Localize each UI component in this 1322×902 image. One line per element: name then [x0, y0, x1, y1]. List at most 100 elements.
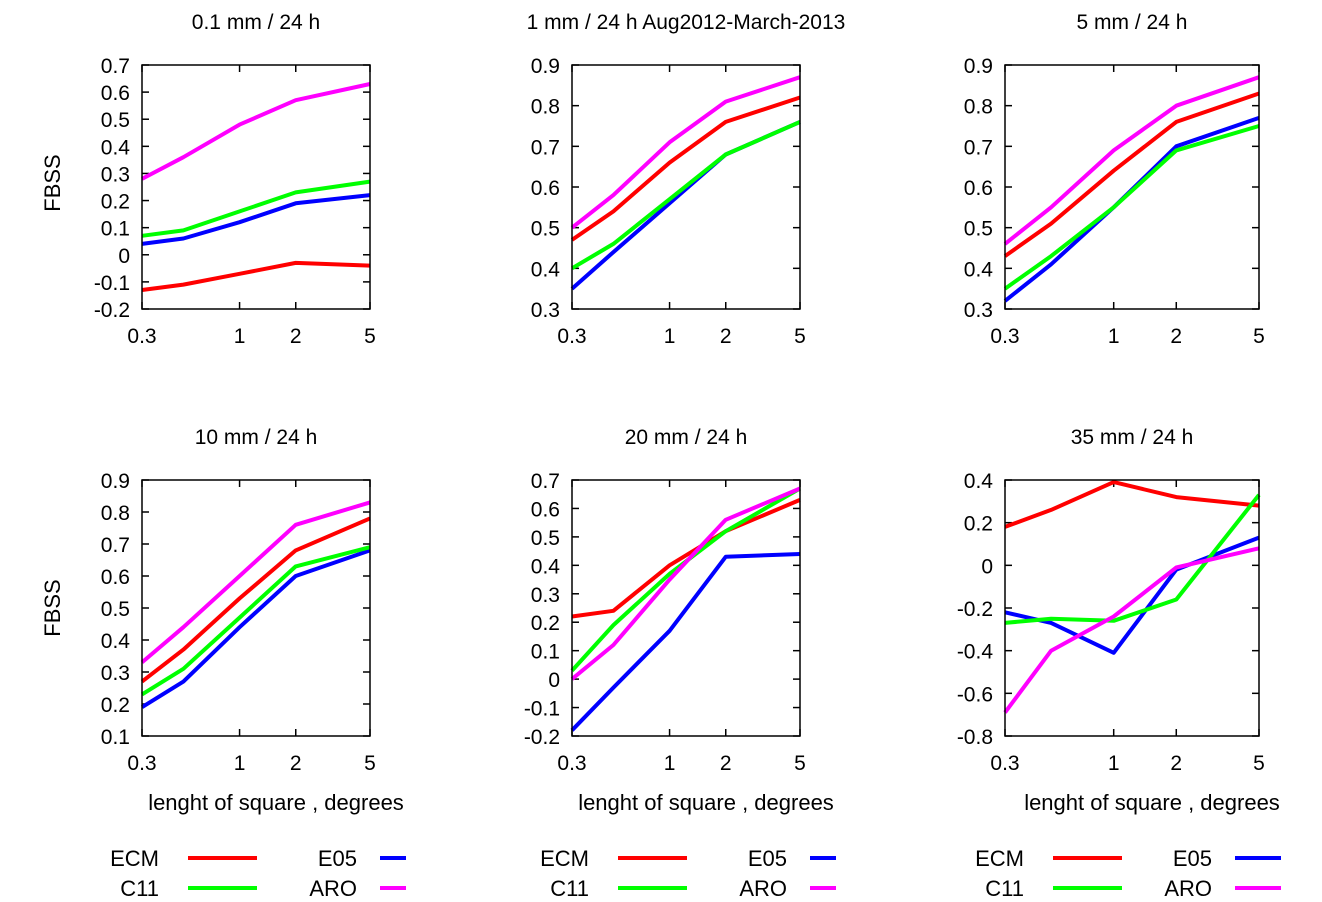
- series-line-aro: [1003, 546, 1260, 714]
- legend-label-aro: ARO: [1164, 876, 1212, 901]
- y-tick-label: 0.5: [101, 598, 130, 621]
- y-tick-label: 0.7: [531, 470, 560, 493]
- y-tick-label: 0: [118, 245, 130, 268]
- legend-label-ecm: ECM: [540, 846, 589, 871]
- chart-title: 1 mm / 24 h Aug2012-March-2013: [527, 11, 846, 34]
- y-tick-label: 0.5: [531, 527, 560, 550]
- chart-panel: 20 mm / 24 h -0.2 -0.1 0 0.1 0.2 0.3 0.4 0.5 0.6 0…: [524, 426, 834, 815]
- y-tick-label: 0.5: [531, 218, 560, 241]
- x-tick-label: 5: [794, 752, 806, 775]
- x-tick-label: 5: [1253, 325, 1265, 348]
- series-line-ecm: [1004, 480, 1260, 529]
- chart-panel: 1 mm / 24 h Aug2012-March-2013 0.3 0.4 0.5 0…: [527, 11, 846, 348]
- plot-frame: [571, 479, 801, 737]
- y-tick-label: -0.2: [524, 726, 560, 749]
- y-tick-label: -0.2: [94, 299, 130, 322]
- y-tick-label: 0.9: [964, 55, 993, 78]
- chart-title: 0.1 mm / 24 h: [192, 11, 320, 34]
- x-tick-label: 5: [364, 752, 376, 775]
- plot-frame: [141, 64, 371, 310]
- row2-ylabel: FBSS: [40, 579, 65, 636]
- y-tick-label: 0.6: [531, 177, 560, 200]
- y-tick-label: 0.1: [531, 641, 560, 664]
- y-tick-label: 0.5: [101, 109, 130, 132]
- x-tick-label: 1: [1108, 752, 1120, 775]
- y-tick-label: 0.9: [101, 470, 130, 493]
- y-tick-label: 0.2: [964, 513, 993, 536]
- series-line-c11: [570, 486, 801, 672]
- chart-title: 10 mm / 24 h: [195, 426, 318, 449]
- series-line-aro: [570, 75, 801, 230]
- x-tick-label: 1: [664, 325, 676, 348]
- y-tick-label: 0.1: [101, 218, 130, 241]
- legend-label-e05: E05: [748, 846, 787, 871]
- x-axis-label: lenght of square , degrees: [578, 790, 834, 815]
- x-tick-label: 2: [290, 325, 302, 348]
- y-tick-label: 0.4: [101, 630, 131, 653]
- series-line-e05: [141, 193, 371, 246]
- x-tick-label: 1: [234, 325, 246, 348]
- x-tick-label: 5: [1253, 752, 1265, 775]
- x-axis-label: lenght of square , degrees: [148, 790, 404, 815]
- chart-panel: 10 mm / 24 h 0.1 0.2 0.3 0.4 0.5 0.6 0.7 0.8 0.9 0…: [101, 426, 404, 815]
- x-tick-label: 0.3: [990, 325, 1019, 348]
- y-tick-label: 0.6: [964, 177, 993, 200]
- y-tick-label: 0.8: [531, 96, 560, 119]
- y-tick-label: -0.2: [957, 598, 993, 621]
- y-tick-label: 0.6: [101, 82, 130, 105]
- row1-ylabel: FBSS: [40, 154, 65, 211]
- series-line-e05: [570, 120, 801, 291]
- chart-panel: 0.1 mm / 24 h -0.2 -0.1 0 0.1 0.2 0.3 0.4 0.5 0.6…: [94, 11, 376, 348]
- y-tick-label: 0.2: [101, 191, 130, 214]
- y-tick-label: 0.6: [531, 498, 560, 521]
- y-tick-label: 0.3: [531, 299, 560, 322]
- series-line-ecm: [571, 498, 801, 619]
- plot-frame: [141, 479, 371, 737]
- x-tick-label: 2: [290, 752, 302, 775]
- legend-label-ecm: ECM: [110, 846, 159, 871]
- x-tick-label: 0.3: [990, 752, 1019, 775]
- x-axis-label: lenght of square , degrees: [1024, 790, 1280, 815]
- y-tick-label: 0.7: [964, 136, 993, 159]
- chart-title: 5 mm / 24 h: [1077, 11, 1188, 34]
- legend-label-c11: C11: [550, 876, 589, 901]
- y-tick-label: 0.3: [101, 662, 130, 685]
- series-line-aro: [1003, 75, 1260, 246]
- legend: ECM E05 C11 ARO: [975, 846, 1281, 901]
- y-tick-label: 0.3: [101, 163, 130, 186]
- y-tick-label: 0.2: [101, 694, 130, 717]
- y-tick-label: -0.1: [94, 272, 130, 295]
- chart-title: 20 mm / 24 h: [625, 426, 748, 449]
- series-line-ecm: [570, 95, 801, 242]
- y-tick-label: 0.9: [531, 55, 560, 78]
- x-tick-label: 0.3: [557, 325, 586, 348]
- x-tick-label: 5: [364, 325, 376, 348]
- x-tick-label: 2: [1170, 325, 1182, 348]
- legend-label-aro: ARO: [739, 876, 787, 901]
- series-line-ecm: [1003, 91, 1260, 258]
- legend-label-ecm: ECM: [975, 846, 1024, 871]
- series-line-e05: [1003, 116, 1260, 303]
- legend: ECM E05 C11 ARO: [540, 846, 836, 901]
- chart-title: 35 mm / 24 h: [1071, 426, 1194, 449]
- legend-label-c11: C11: [120, 876, 159, 901]
- series-line-e05: [570, 552, 801, 732]
- x-tick-label: 1: [234, 752, 246, 775]
- y-tick-label: 0.4: [531, 555, 561, 578]
- y-tick-label: -0.4: [957, 641, 994, 664]
- series-line-e05: [140, 548, 371, 709]
- legend: ECM E05 C11 ARO: [110, 846, 406, 901]
- series-line-aro: [141, 82, 371, 181]
- x-tick-label: 2: [720, 325, 732, 348]
- plot-frame: [1004, 64, 1260, 310]
- y-tick-label: 0.7: [531, 136, 560, 159]
- y-tick-label: 0.4: [531, 258, 561, 281]
- plot-frame: [571, 64, 801, 310]
- y-tick-label: 0.5: [964, 218, 993, 241]
- y-tick-label: 0.4: [964, 258, 994, 281]
- y-tick-label: 0.3: [964, 299, 993, 322]
- y-tick-label: 0.7: [101, 534, 130, 557]
- series-line-c11: [140, 545, 371, 697]
- x-tick-label: 0.3: [557, 752, 586, 775]
